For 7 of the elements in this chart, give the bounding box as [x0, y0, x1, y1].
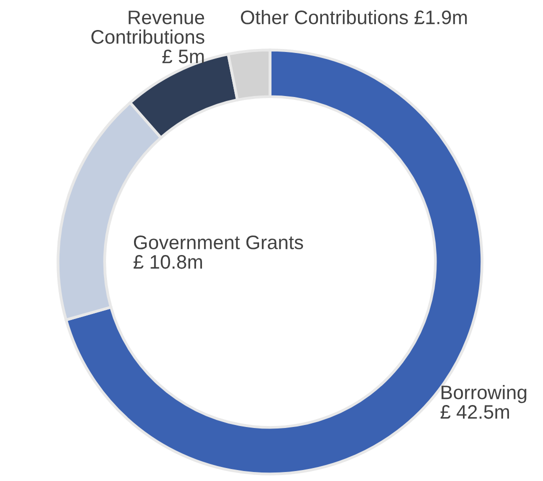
data-label: £ 5m: [162, 50, 204, 64]
slice-label: Borrowing: [442, 385, 526, 404]
slice-label: Government Grants: [134, 236, 304, 250]
slice-label: Other Contributions £1.9m: [240, 10, 467, 24]
slice-label: Revenue Contributions: [91, 10, 204, 44]
data-label: £ 10.8m: [134, 255, 202, 269]
data-label: £ 42.5m: [440, 405, 509, 419]
